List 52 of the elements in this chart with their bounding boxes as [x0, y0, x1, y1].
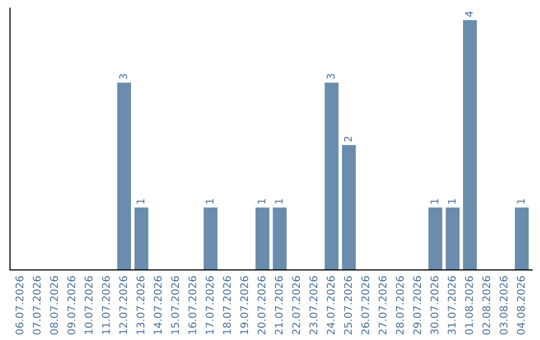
- bar: [428, 208, 442, 270]
- x-tick-label: 24.07.2026: [326, 276, 335, 334]
- x-tick-label: 13.07.2026: [136, 276, 144, 334]
- x-tick-label: 20.07.2026: [258, 276, 266, 334]
- x-tick-label: 16.07.2026: [188, 276, 196, 334]
- x-tick-label: 11.07.2026: [102, 276, 110, 334]
- x-tick-label: 21.07.2026: [274, 276, 283, 334]
- bar: [117, 82, 132, 270]
- x-tick-label: 23.07.2026: [309, 276, 318, 334]
- x-tick-label: 02.08.2026: [482, 276, 490, 334]
- x-tick-label: 29.07.2026: [413, 276, 422, 334]
- x-tick-label: 10.07.2026: [84, 276, 93, 334]
- x-tick-label: 30.07.2026: [430, 276, 438, 334]
- data-label: 1: [206, 199, 214, 204]
- data-label: 3: [119, 74, 128, 80]
- data-label: 2: [344, 136, 352, 142]
- x-tick-label: 17.07.2026: [206, 276, 214, 334]
- bar: [463, 20, 477, 270]
- x-tick-label: 12.07.2026: [119, 276, 128, 334]
- data-label: 1: [430, 199, 438, 204]
- data-label: 1: [136, 199, 144, 204]
- bar: [342, 145, 356, 270]
- x-tick-label: 14.07.2026: [154, 276, 162, 334]
- data-label: 4: [465, 11, 473, 17]
- x-tick-label: 06.07.2026: [16, 276, 24, 334]
- data-label: 1: [448, 199, 456, 204]
- bar: [204, 208, 218, 270]
- x-tick-label: 08.07.2026: [50, 276, 58, 334]
- x-tick-label: 31.07.2026: [448, 276, 456, 334]
- x-tick-label: 09.07.2026: [67, 276, 76, 334]
- x-tick-label: 27.07.2026: [378, 276, 386, 334]
- bar: [446, 208, 460, 270]
- bar: [256, 208, 270, 270]
- bar: [324, 82, 339, 270]
- x-tick-label: 04.08.2026: [516, 276, 525, 334]
- bar: [134, 208, 148, 270]
- x-tick-label: 03.08.2026: [500, 276, 508, 334]
- x-tick-label: 28.07.2026: [396, 276, 404, 334]
- data-label: 1: [275, 199, 283, 204]
- data-label: 3: [326, 74, 335, 80]
- x-tick-label: 22.07.2026: [292, 276, 300, 334]
- x-tick-label: 01.08.2026: [465, 276, 473, 334]
- bar: [272, 208, 287, 270]
- bar: [514, 208, 529, 270]
- x-tick-label: 07.07.2026: [32, 276, 41, 334]
- x-tick-label: 25.07.2026: [344, 276, 352, 334]
- data-label: 1: [517, 199, 525, 204]
- x-tick-label: 26.07.2026: [361, 276, 370, 334]
- x-tick-label: 18.07.2026: [222, 276, 231, 334]
- data-label: 1: [258, 199, 266, 204]
- x-tick-label: 19.07.2026: [240, 276, 248, 334]
- x-tick-label: 15.07.2026: [171, 276, 180, 334]
